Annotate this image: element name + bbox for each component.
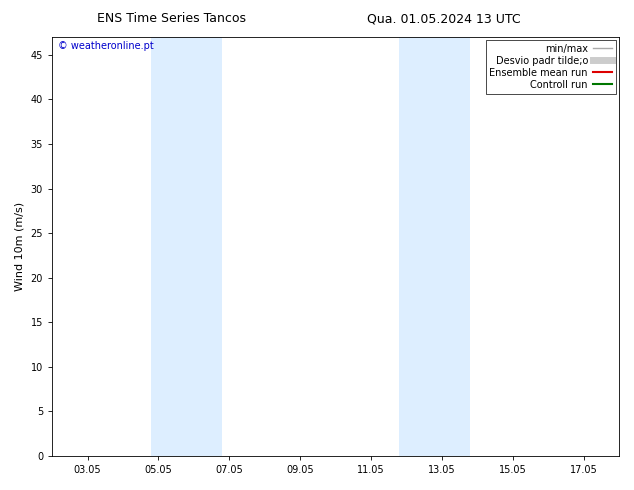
Text: ENS Time Series Tancos: ENS Time Series Tancos: [96, 12, 246, 25]
Y-axis label: Wind 10m (m/s): Wind 10m (m/s): [15, 202, 25, 291]
Bar: [152, 37, 222, 456]
Bar: [399, 37, 470, 456]
Text: © weatheronline.pt: © weatheronline.pt: [58, 41, 153, 51]
Text: Qua. 01.05.2024 13 UTC: Qua. 01.05.2024 13 UTC: [367, 12, 521, 25]
Legend: min/max, Desvio padr tilde;o, Ensemble mean run, Controll run: min/max, Desvio padr tilde;o, Ensemble m…: [486, 40, 616, 94]
